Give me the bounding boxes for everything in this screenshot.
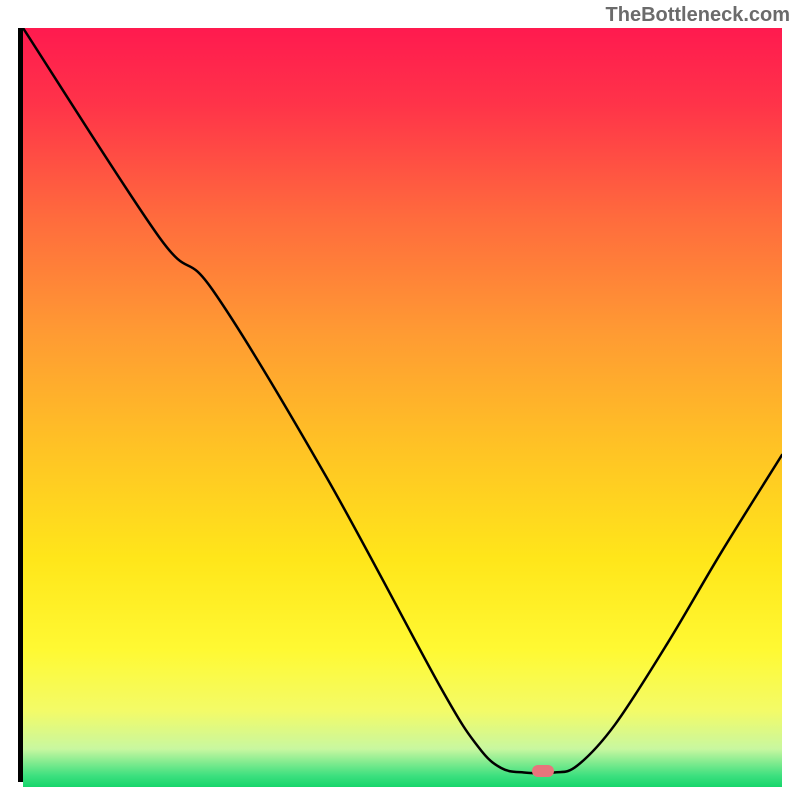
plot-area (18, 28, 782, 782)
watermark-text: TheBottleneck.com (606, 4, 790, 27)
bottleneck-curve (23, 28, 782, 777)
chart-container: TheBottleneck.com (0, 0, 800, 800)
optimum-marker (532, 765, 554, 777)
